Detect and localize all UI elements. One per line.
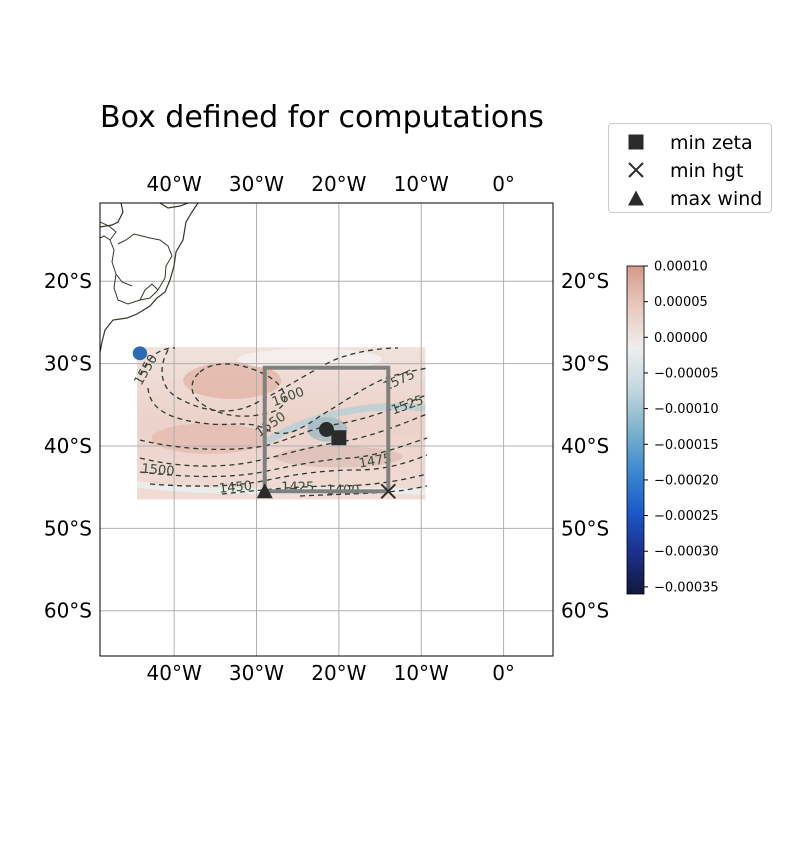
axis-tick-labels: 40°W 40°W 30°W 30°W 20°W 20°W 10°W 10°W 0° 0° 20°S… bbox=[44, 172, 609, 685]
legend-label: min zeta bbox=[670, 132, 753, 154]
contour-label: 1500 bbox=[141, 462, 175, 480]
contour-line bbox=[299, 485, 428, 497]
colorbar-tick-label: −0.00030 bbox=[654, 545, 719, 560]
map-frame bbox=[99, 202, 554, 657]
country-borders bbox=[100, 221, 173, 305]
colorbar: 0.00010 0.00005 0.00000 −0.00005 −0.00010 −0.… bbox=[626, 260, 719, 595]
lat-tick-label-left: 30°S bbox=[44, 352, 92, 376]
lon-tick-label-top: 0° bbox=[492, 172, 515, 196]
colorbar-scale bbox=[626, 265, 645, 595]
lon-tick-label-bottom: 0° bbox=[492, 661, 515, 685]
lat-tick-label-left: 60°S bbox=[44, 599, 92, 623]
legend-item-min-zeta: min zeta bbox=[609, 129, 771, 155]
lon-tick-label-top: 10°W bbox=[394, 172, 449, 196]
contour-label: 1450 bbox=[218, 479, 252, 497]
cyclone-center-marker bbox=[319, 422, 334, 437]
lon-tick-label-bottom: 30°W bbox=[229, 661, 284, 685]
lat-tick-label-right: 50°S bbox=[561, 516, 609, 540]
lat-tick-label-right: 60°S bbox=[561, 599, 609, 623]
lat-tick-label-left: 20°S bbox=[44, 269, 92, 293]
legend-item-min-hgt: min hgt bbox=[609, 157, 771, 183]
map-title: Box defined for computations bbox=[100, 100, 544, 135]
lon-tick-label-top: 40°W bbox=[147, 172, 202, 196]
colorbar-tick-label: 0.00000 bbox=[654, 331, 708, 346]
x-marker-icon bbox=[628, 162, 644, 178]
colorbar-tick-label: −0.00035 bbox=[654, 580, 719, 595]
max-wind-marker bbox=[256, 483, 273, 499]
contour-line bbox=[147, 367, 428, 435]
colorbar-tick-label: 0.00005 bbox=[654, 295, 708, 310]
contour-line bbox=[161, 347, 399, 412]
colorbar-tick-label: 0.00010 bbox=[654, 260, 708, 275]
lon-tick-label-bottom: 40°W bbox=[147, 661, 202, 685]
vorticity-field bbox=[132, 346, 426, 500]
lon-tick-label-bottom: 10°W bbox=[394, 661, 449, 685]
colorbar-tick-label: −0.00005 bbox=[654, 366, 719, 381]
contour-label: 1475 bbox=[358, 451, 393, 472]
contour-line bbox=[191, 363, 286, 417]
min-zeta-marker bbox=[331, 430, 347, 446]
lon-tick-label-top: 30°W bbox=[229, 172, 284, 196]
square-marker-icon bbox=[628, 134, 644, 150]
colorbar-tick-label: −0.00015 bbox=[654, 438, 719, 453]
colorbar-tick-label: −0.00020 bbox=[654, 473, 719, 488]
computation-box bbox=[262, 365, 391, 494]
legend-label: max wind bbox=[670, 188, 763, 210]
min-hgt-marker bbox=[380, 483, 396, 499]
lat-tick-label-left: 50°S bbox=[44, 516, 92, 540]
lon-tick-label-top: 20°W bbox=[311, 172, 366, 196]
lat-tick-label-right: 20°S bbox=[561, 269, 609, 293]
contour-line bbox=[149, 454, 428, 487]
colorbar-tick-label: −0.00025 bbox=[654, 509, 719, 524]
legend-item-max-wind: max wind bbox=[609, 185, 771, 211]
contour-line bbox=[139, 437, 428, 478]
contour-line bbox=[139, 413, 428, 467]
lat-tick-label-right: 30°S bbox=[561, 352, 609, 376]
gridlines bbox=[100, 203, 553, 656]
legend: min zeta min hgt max wind bbox=[608, 123, 772, 213]
lat-tick-label-right: 40°S bbox=[561, 434, 609, 458]
lat-tick-label-left: 40°S bbox=[44, 434, 92, 458]
legend-label: min hgt bbox=[670, 160, 744, 182]
lon-tick-label-bottom: 20°W bbox=[311, 661, 366, 685]
triangle-marker-icon bbox=[628, 190, 644, 206]
colorbar-tick-label: −0.00010 bbox=[654, 402, 719, 417]
